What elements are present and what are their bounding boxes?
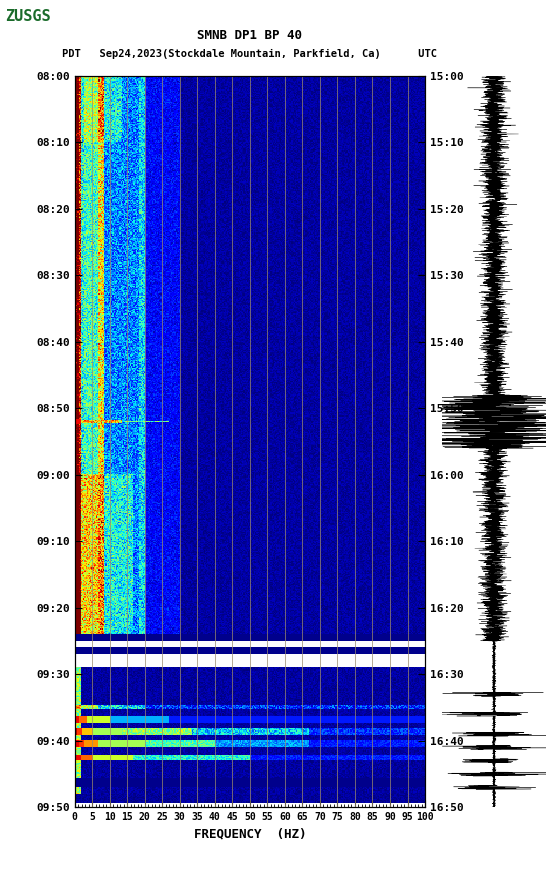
X-axis label: FREQUENCY  (HZ): FREQUENCY (HZ) [194,828,306,840]
Text: SMNB DP1 BP 40: SMNB DP1 BP 40 [197,29,302,42]
Text: PDT   Sep24,2023(Stockdale Mountain, Parkfield, Ca)      UTC: PDT Sep24,2023(Stockdale Mountain, Parkf… [62,48,437,59]
Text: ZUSGS: ZUSGS [6,9,51,24]
